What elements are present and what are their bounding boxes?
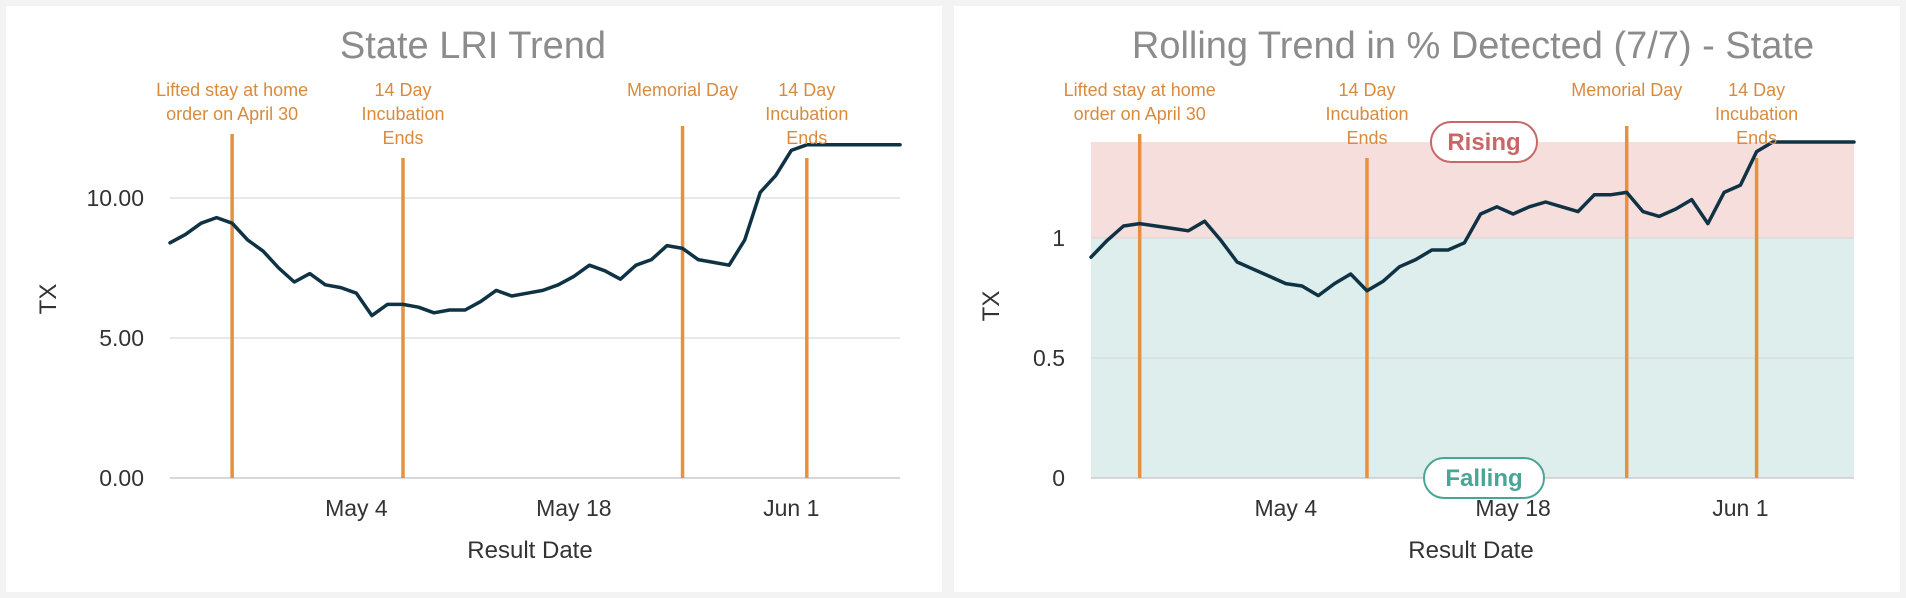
event-annotation: 14 Day Incubation Ends xyxy=(765,80,848,148)
y-tick-label: 0.5 xyxy=(1033,345,1065,371)
event-annotation: 14 Day Incubation Ends xyxy=(361,80,444,148)
rolling-trend-chart: 0 0.5 1 May 4 May 18 Jun 1 Lifted stay at ho… xyxy=(978,25,1856,564)
lri-trend-line xyxy=(168,143,902,318)
event-annotation: Lifted stay at home order on April 30 xyxy=(156,80,308,124)
y-tick-label: 1 xyxy=(1052,225,1065,251)
x-axis-label: Result Date xyxy=(1408,537,1533,564)
lri-trend-panel: 0.00 5.00 10.00 May 4 May 18 Jun 1 Lifted st… xyxy=(6,6,942,592)
event-annotation: Memorial Day xyxy=(627,80,738,100)
event-annotation: Lifted stay at home order on April 30 xyxy=(1064,80,1216,124)
x-tick-label: May 4 xyxy=(325,495,388,521)
rolling-trend-panel: 0 0.5 1 May 4 May 18 Jun 1 Lifted stay at ho… xyxy=(954,6,1900,592)
y-tick-label: 0.00 xyxy=(99,465,144,491)
rolling-trend-line xyxy=(1089,140,1856,298)
x-tick-label: May 18 xyxy=(536,495,611,521)
y-axis-label: TX xyxy=(35,284,62,315)
x-axis-label: Result Date xyxy=(467,537,592,564)
y-tick-label: 0 xyxy=(1052,465,1065,491)
event-annotation: 14 Day Incubation Ends xyxy=(1325,80,1408,148)
x-tick-label: May 4 xyxy=(1254,495,1317,521)
chart-title: Rolling Trend in % Detected (7/7) - Stat… xyxy=(1132,25,1814,67)
y-axis-label: TX xyxy=(978,291,1005,322)
chart-title: State LRI Trend xyxy=(340,25,606,67)
x-tick-label: May 18 xyxy=(1475,495,1550,521)
y-tick-label: 10.00 xyxy=(86,185,144,211)
x-tick-label: Jun 1 xyxy=(763,495,819,521)
badge-label: Rising xyxy=(1447,129,1520,156)
y-tick-label: 5.00 xyxy=(99,325,144,351)
lri-trend-chart: 0.00 5.00 10.00 May 4 May 18 Jun 1 Lifted st… xyxy=(35,25,902,564)
x-tick-label: Jun 1 xyxy=(1712,495,1768,521)
event-annotation: 14 Day Incubation Ends xyxy=(1715,80,1798,148)
event-annotation: Memorial Day xyxy=(1571,80,1682,100)
badge-falling xyxy=(1423,457,1545,499)
badge-rising xyxy=(1430,121,1538,163)
badge-label: Falling xyxy=(1445,465,1522,492)
